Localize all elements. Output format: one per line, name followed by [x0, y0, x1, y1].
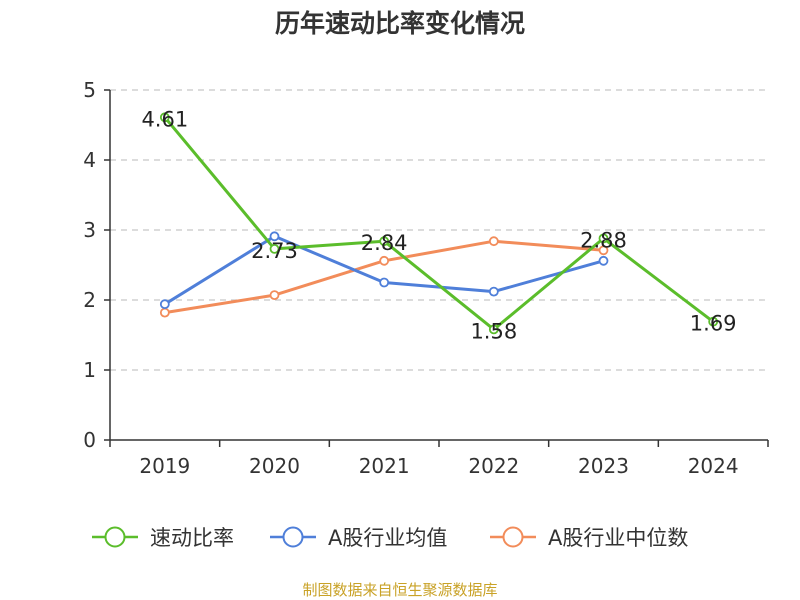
x-tick-label: 2024 — [688, 454, 739, 478]
data-point-2[interactable] — [488, 236, 499, 247]
data-label: 2.88 — [580, 228, 627, 252]
legend-swatch-marker — [282, 526, 304, 548]
source-note: 制图数据来自恒生聚源数据库 — [302, 581, 497, 599]
legend-swatch-marker — [502, 526, 524, 548]
x-tick-label: 2020 — [249, 454, 300, 478]
x-tick-label: 2021 — [359, 454, 410, 478]
y-tick-label: 2 — [83, 288, 96, 312]
data-point-2[interactable] — [598, 245, 609, 256]
series-line-0 — [163, 116, 715, 331]
y-tick-label: 5 — [83, 78, 96, 102]
data-point-0[interactable] — [598, 233, 609, 244]
legend-item-2[interactable]: A股行业中位数 — [490, 526, 688, 550]
data-point-1[interactable] — [269, 231, 280, 242]
y-tick-label: 0 — [83, 428, 96, 452]
data-point-2[interactable] — [269, 290, 280, 301]
data-point-1[interactable] — [159, 299, 170, 310]
data-label: 1.58 — [470, 319, 517, 343]
data-point-0[interactable] — [708, 316, 719, 327]
legend-label: A股行业中位数 — [548, 526, 688, 550]
data-point-0[interactable] — [159, 112, 170, 123]
legend[interactable]: 速动比率 A股行业均值 A股行业中位数 — [92, 526, 688, 550]
x-tick-label: 2019 — [139, 454, 190, 478]
x-tick-label: 2023 — [578, 454, 629, 478]
data-label: 2.84 — [361, 231, 408, 255]
data-label: 2.73 — [251, 239, 298, 263]
chart-title: 历年速动比率变化情况 — [275, 9, 525, 38]
x-tick-label: 2022 — [468, 454, 519, 478]
legend-item-0[interactable]: 速动比率 — [92, 526, 234, 550]
legend-item-1[interactable]: A股行业均值 — [270, 526, 447, 550]
data-point-1[interactable] — [598, 255, 609, 266]
data-point-1[interactable] — [379, 277, 390, 288]
data-point-2[interactable] — [379, 255, 390, 266]
data-labels: 4.61 2.73 2.84 1.58 2.88 1.69 — [141, 107, 736, 343]
grid-lines — [110, 89, 768, 371]
series-layer — [159, 112, 719, 335]
data-point-1[interactable] — [488, 286, 499, 297]
legend-swatch-marker — [104, 526, 126, 548]
data-point-0[interactable] — [269, 243, 280, 254]
y-tick-label: 3 — [83, 218, 96, 242]
data-label: 1.69 — [690, 312, 737, 336]
data-point-0[interactable] — [488, 324, 499, 335]
legend-label: A股行业均值 — [328, 526, 447, 550]
axes: 0 1 2 3 4 5 2019 2020 2021 2022 2023 2024 — [83, 78, 769, 478]
y-tick-label: 1 — [83, 358, 96, 382]
data-label: 4.61 — [141, 107, 188, 131]
data-point-2[interactable] — [159, 307, 170, 318]
y-tick-label: 4 — [83, 148, 96, 172]
data-point-0[interactable] — [379, 236, 390, 247]
legend-label: 速动比率 — [150, 526, 234, 550]
